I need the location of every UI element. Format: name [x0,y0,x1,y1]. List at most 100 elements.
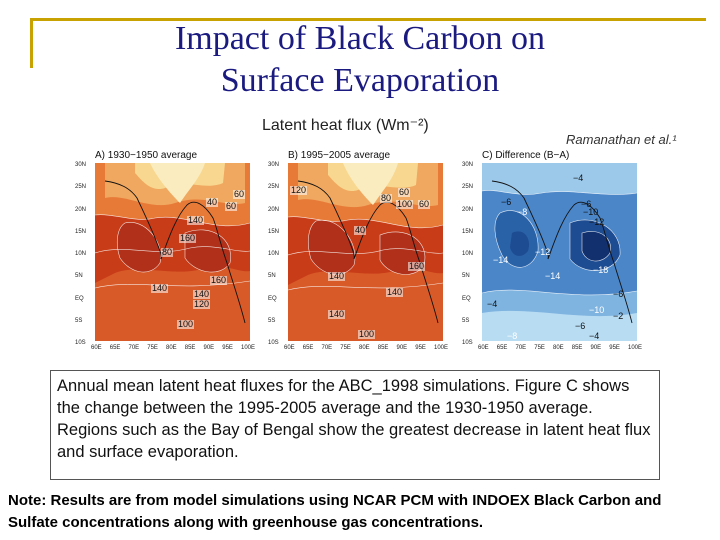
title-line-1: Impact of Black Carbon on [174,20,546,57]
contour-label: 140 [328,309,346,319]
lat-tick-label: 20N [268,206,280,213]
lon-tick-label: 100E [241,345,256,351]
contour-label: 100 [358,329,376,339]
lon-tick-label: 100E [628,345,643,351]
contour-label: −2 [613,311,624,321]
lon-tick-label: 70E [128,345,140,351]
contour-label: 80 [380,193,393,203]
lat-tick-label: EQ [462,295,471,302]
contour-label: 60 [233,189,246,199]
footnote: Note: Results are from model simulations… [8,492,662,531]
lat-tick-label: 30N [75,162,87,168]
contour-label: 140 [328,271,346,281]
contour-label: −8 [507,331,518,341]
figure-title: Latent heat flux (Wm⁻²) [262,117,429,134]
figure-caption: Annual mean latent heat fluxes for the A… [50,370,660,480]
contour-label: 140 [187,215,205,225]
lat-tick-label: EQ [268,295,277,302]
lat-tick-label: 5S [462,317,470,324]
panel-b-map-figure [288,163,443,341]
contour-label: −4 [589,331,600,341]
contour-label: −6 [501,197,512,207]
lon-tick-label: 60E [284,345,295,351]
lon-tick-label: 90E [203,345,215,351]
lat-tick-label: 5N [75,273,83,280]
contour-label: −6 [575,321,586,331]
lon-tick-label: 100E [434,345,449,351]
lat-tick-label: 5S [268,317,276,324]
panel-c: C) Difference (B−A) −4 −6 −6 [462,150,642,362]
contour-label: 100 [396,199,414,209]
contour-label: −10 [583,207,599,217]
credit: Ramanathan et al.¹ [566,132,677,147]
lon-tick-label: 90E [590,345,602,351]
lon-tick-label: 60E [91,345,102,351]
contour-label: 160 [408,261,426,271]
contour-label: 120 [193,299,211,309]
lat-tick-label: EQ [75,295,84,302]
contour-label: 120 [290,185,308,195]
lat-tick-label: 10S [462,340,473,346]
panel-label: A) 1930−1950 average [95,150,198,161]
lon-tick-label: 95E [609,345,620,351]
contour-label: −6 [613,289,624,299]
contour-label: 140 [193,289,211,299]
contour-label: −12 [535,247,551,257]
lat-tick-label: 25N [75,184,87,191]
panel-a: A) 1930−1950 average 40 60 60 [75,150,255,362]
lat-tick-label: 10S [75,340,86,346]
lat-tick-label: 25N [462,184,474,191]
lon-tick-label: 90E [396,345,408,351]
title-line-2: Surface Evaporation [220,62,500,99]
lon-tick-label: 70E [321,345,333,351]
lat-tick-label: 30N [462,162,474,168]
lon-tick-label: 75E [534,345,545,351]
lat-tick-label: 5N [268,273,276,280]
lon-tick-label: 80E [359,345,370,351]
contour-label: −14 [493,255,509,265]
contour-label: 100 [177,319,195,329]
lat-tick-label: 5S [75,317,83,324]
panel-c-map [482,163,637,341]
panel-b-map [288,163,443,341]
slide-title: Impact of Black Carbon on Surface Evapor… [60,18,660,102]
lat-tick-label: 20N [462,206,474,213]
lat-tick-label: 10S [268,340,279,346]
lon-tick-label: 85E [184,345,196,351]
contour-label: −6 [581,199,592,209]
lon-tick-label: 95E [415,345,426,351]
contour-label: 160 [179,233,197,243]
panel-c-map-figure [482,163,637,341]
lat-tick-label: 15N [268,228,280,235]
lon-tick-label: 65E [302,345,314,351]
lon-tick-label: 65E [496,345,508,351]
panel-label: B) 1995−2005 average [288,150,391,161]
lat-tick-label: 5N [462,273,470,280]
contour-label: −14 [545,271,561,281]
contour-label: −4 [487,299,498,309]
lon-tick-label: 65E [109,345,121,351]
lon-tick-label: 75E [340,345,351,351]
lon-tick-label: 85E [571,345,583,351]
lat-tick-label: 15N [462,228,474,235]
lon-tick-label: 80E [553,345,564,351]
frame-left-rule [30,18,33,68]
lat-tick-label: 10N [462,251,474,257]
panel-label: C) Difference (B−A) [482,150,570,161]
lon-tick-label: 85E [377,345,389,351]
panel-a-map [95,163,250,341]
contour-label: −10 [589,305,605,315]
contour-label: 140 [386,287,404,297]
lon-tick-label: 75E [147,345,158,351]
panel-a-map-figure [95,163,250,341]
contour-label: 40 [206,197,219,207]
panel-b: B) 1995−2005 average 120 60 80 [268,150,448,362]
contour-label: 40 [354,225,367,235]
lon-tick-label: 80E [166,345,177,351]
contour-label: 160 [210,275,228,285]
lat-tick-label: 10N [75,251,87,257]
lon-tick-label: 70E [515,345,527,351]
lat-tick-label: 30N [268,162,280,168]
contour-label: 60 [225,201,238,211]
contour-label: −8 [517,207,528,217]
